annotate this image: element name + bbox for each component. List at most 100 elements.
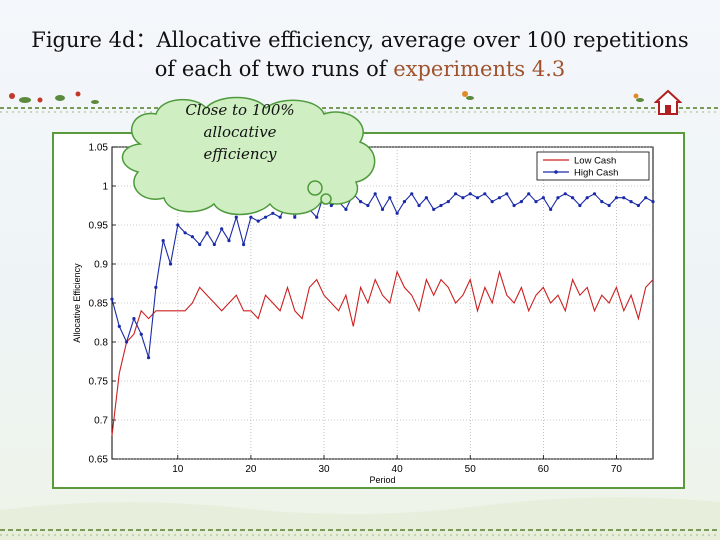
data-point <box>263 215 268 219</box>
y-tick-label: 0.85 <box>89 299 109 310</box>
data-point <box>549 207 553 211</box>
data-point <box>154 285 158 289</box>
y-tick-label: 0.65 <box>89 455 109 466</box>
data-point <box>125 340 129 344</box>
title-line-2-prefix: of each of two runs of <box>154 57 394 81</box>
title-line-1: Figure 4d：Allocative efficiency, average… <box>31 28 689 52</box>
x-tick-label: 30 <box>318 464 330 475</box>
data-point <box>497 196 502 200</box>
x-axis-label: Period <box>369 475 395 485</box>
data-point <box>578 203 582 208</box>
x-tick-label: 20 <box>245 464 257 475</box>
data-point <box>446 200 450 204</box>
data-point <box>622 196 626 200</box>
data-point <box>519 200 524 204</box>
data-point <box>271 211 275 215</box>
data-point <box>490 200 494 204</box>
data-point <box>629 200 633 204</box>
data-point <box>329 203 333 208</box>
data-point <box>344 207 348 211</box>
data-point <box>454 192 458 196</box>
y-tick-label: 0.7 <box>94 416 108 427</box>
data-point <box>227 239 231 243</box>
data-point <box>439 203 443 208</box>
y-tick-label: 0.95 <box>89 221 109 232</box>
data-point <box>614 196 619 200</box>
callout-line-3: efficiency <box>203 145 277 163</box>
data-point <box>190 235 195 239</box>
home-icon[interactable] <box>654 88 682 116</box>
y-axis-label: Allocative Efficiency <box>72 263 82 343</box>
decorative-flower-band <box>0 91 720 113</box>
x-tick-label: 40 <box>392 464 404 475</box>
series-line-low-cash <box>111 269 654 436</box>
decorative-bottom-band <box>0 497 720 540</box>
data-point <box>432 207 436 211</box>
data-point <box>585 196 589 200</box>
x-tick-label: 70 <box>611 464 623 475</box>
data-point <box>410 192 414 196</box>
callout-line-1: Close to 100% <box>185 101 295 119</box>
data-point <box>358 200 363 204</box>
data-point <box>424 196 428 200</box>
data-point <box>570 196 575 200</box>
flower-icon <box>9 91 81 103</box>
callout-cloud <box>121 96 376 216</box>
title-highlight: experiments 4.3 <box>393 57 566 81</box>
data-point <box>402 200 407 204</box>
data-point <box>636 203 640 208</box>
legend-marker <box>554 170 558 174</box>
slide-title: Figure 4d：Allocative efficiency, average… <box>0 26 720 84</box>
y-tick-label: 1.05 <box>89 143 109 154</box>
data-point <box>139 332 143 336</box>
data-point <box>168 262 173 266</box>
data-point <box>256 219 260 223</box>
data-point <box>241 242 246 247</box>
data-point <box>541 196 545 200</box>
callout-text: Close to 100% allocative efficiency <box>150 99 330 165</box>
y-tick-label: 0.8 <box>94 338 108 349</box>
data-point <box>183 231 187 235</box>
legend-label: Low Cash <box>574 156 616 167</box>
data-point <box>176 223 180 227</box>
data-point <box>607 203 611 208</box>
data-point <box>468 192 472 196</box>
data-point <box>600 200 604 204</box>
legend-box <box>536 151 650 181</box>
data-point <box>475 196 480 200</box>
data-point <box>366 203 370 208</box>
data-point <box>556 196 560 200</box>
data-point <box>234 215 238 219</box>
data-point <box>395 211 399 215</box>
data-point <box>146 356 151 360</box>
data-point <box>461 196 465 200</box>
data-point <box>212 242 216 247</box>
x-tick-label: 10 <box>172 464 184 475</box>
title-line-2: of each of two runs of experiments 4.3 <box>0 55 720 84</box>
y-tick-label: 0.9 <box>94 260 108 271</box>
data-point <box>117 324 121 328</box>
data-point <box>651 200 655 204</box>
x-tick-label: 50 <box>465 464 477 475</box>
data-point <box>373 192 377 196</box>
legend-label: High Cash <box>574 168 618 179</box>
y-tick-label: 1 <box>102 182 108 193</box>
data-point <box>132 317 136 321</box>
data-point <box>110 297 114 301</box>
data-point <box>483 192 487 196</box>
data-point <box>644 196 648 200</box>
data-point <box>380 207 385 211</box>
data-point <box>220 227 224 231</box>
data-point <box>388 196 392 200</box>
callout-line-2: allocative <box>203 123 277 141</box>
data-point <box>592 192 597 196</box>
data-point <box>534 200 538 204</box>
data-point <box>293 215 297 219</box>
data-point <box>315 215 319 219</box>
data-point <box>205 231 209 235</box>
data-point <box>249 215 253 219</box>
data-point <box>505 192 509 196</box>
data-point <box>512 203 516 208</box>
x-tick-label: 60 <box>538 464 550 475</box>
data-point <box>527 192 531 196</box>
